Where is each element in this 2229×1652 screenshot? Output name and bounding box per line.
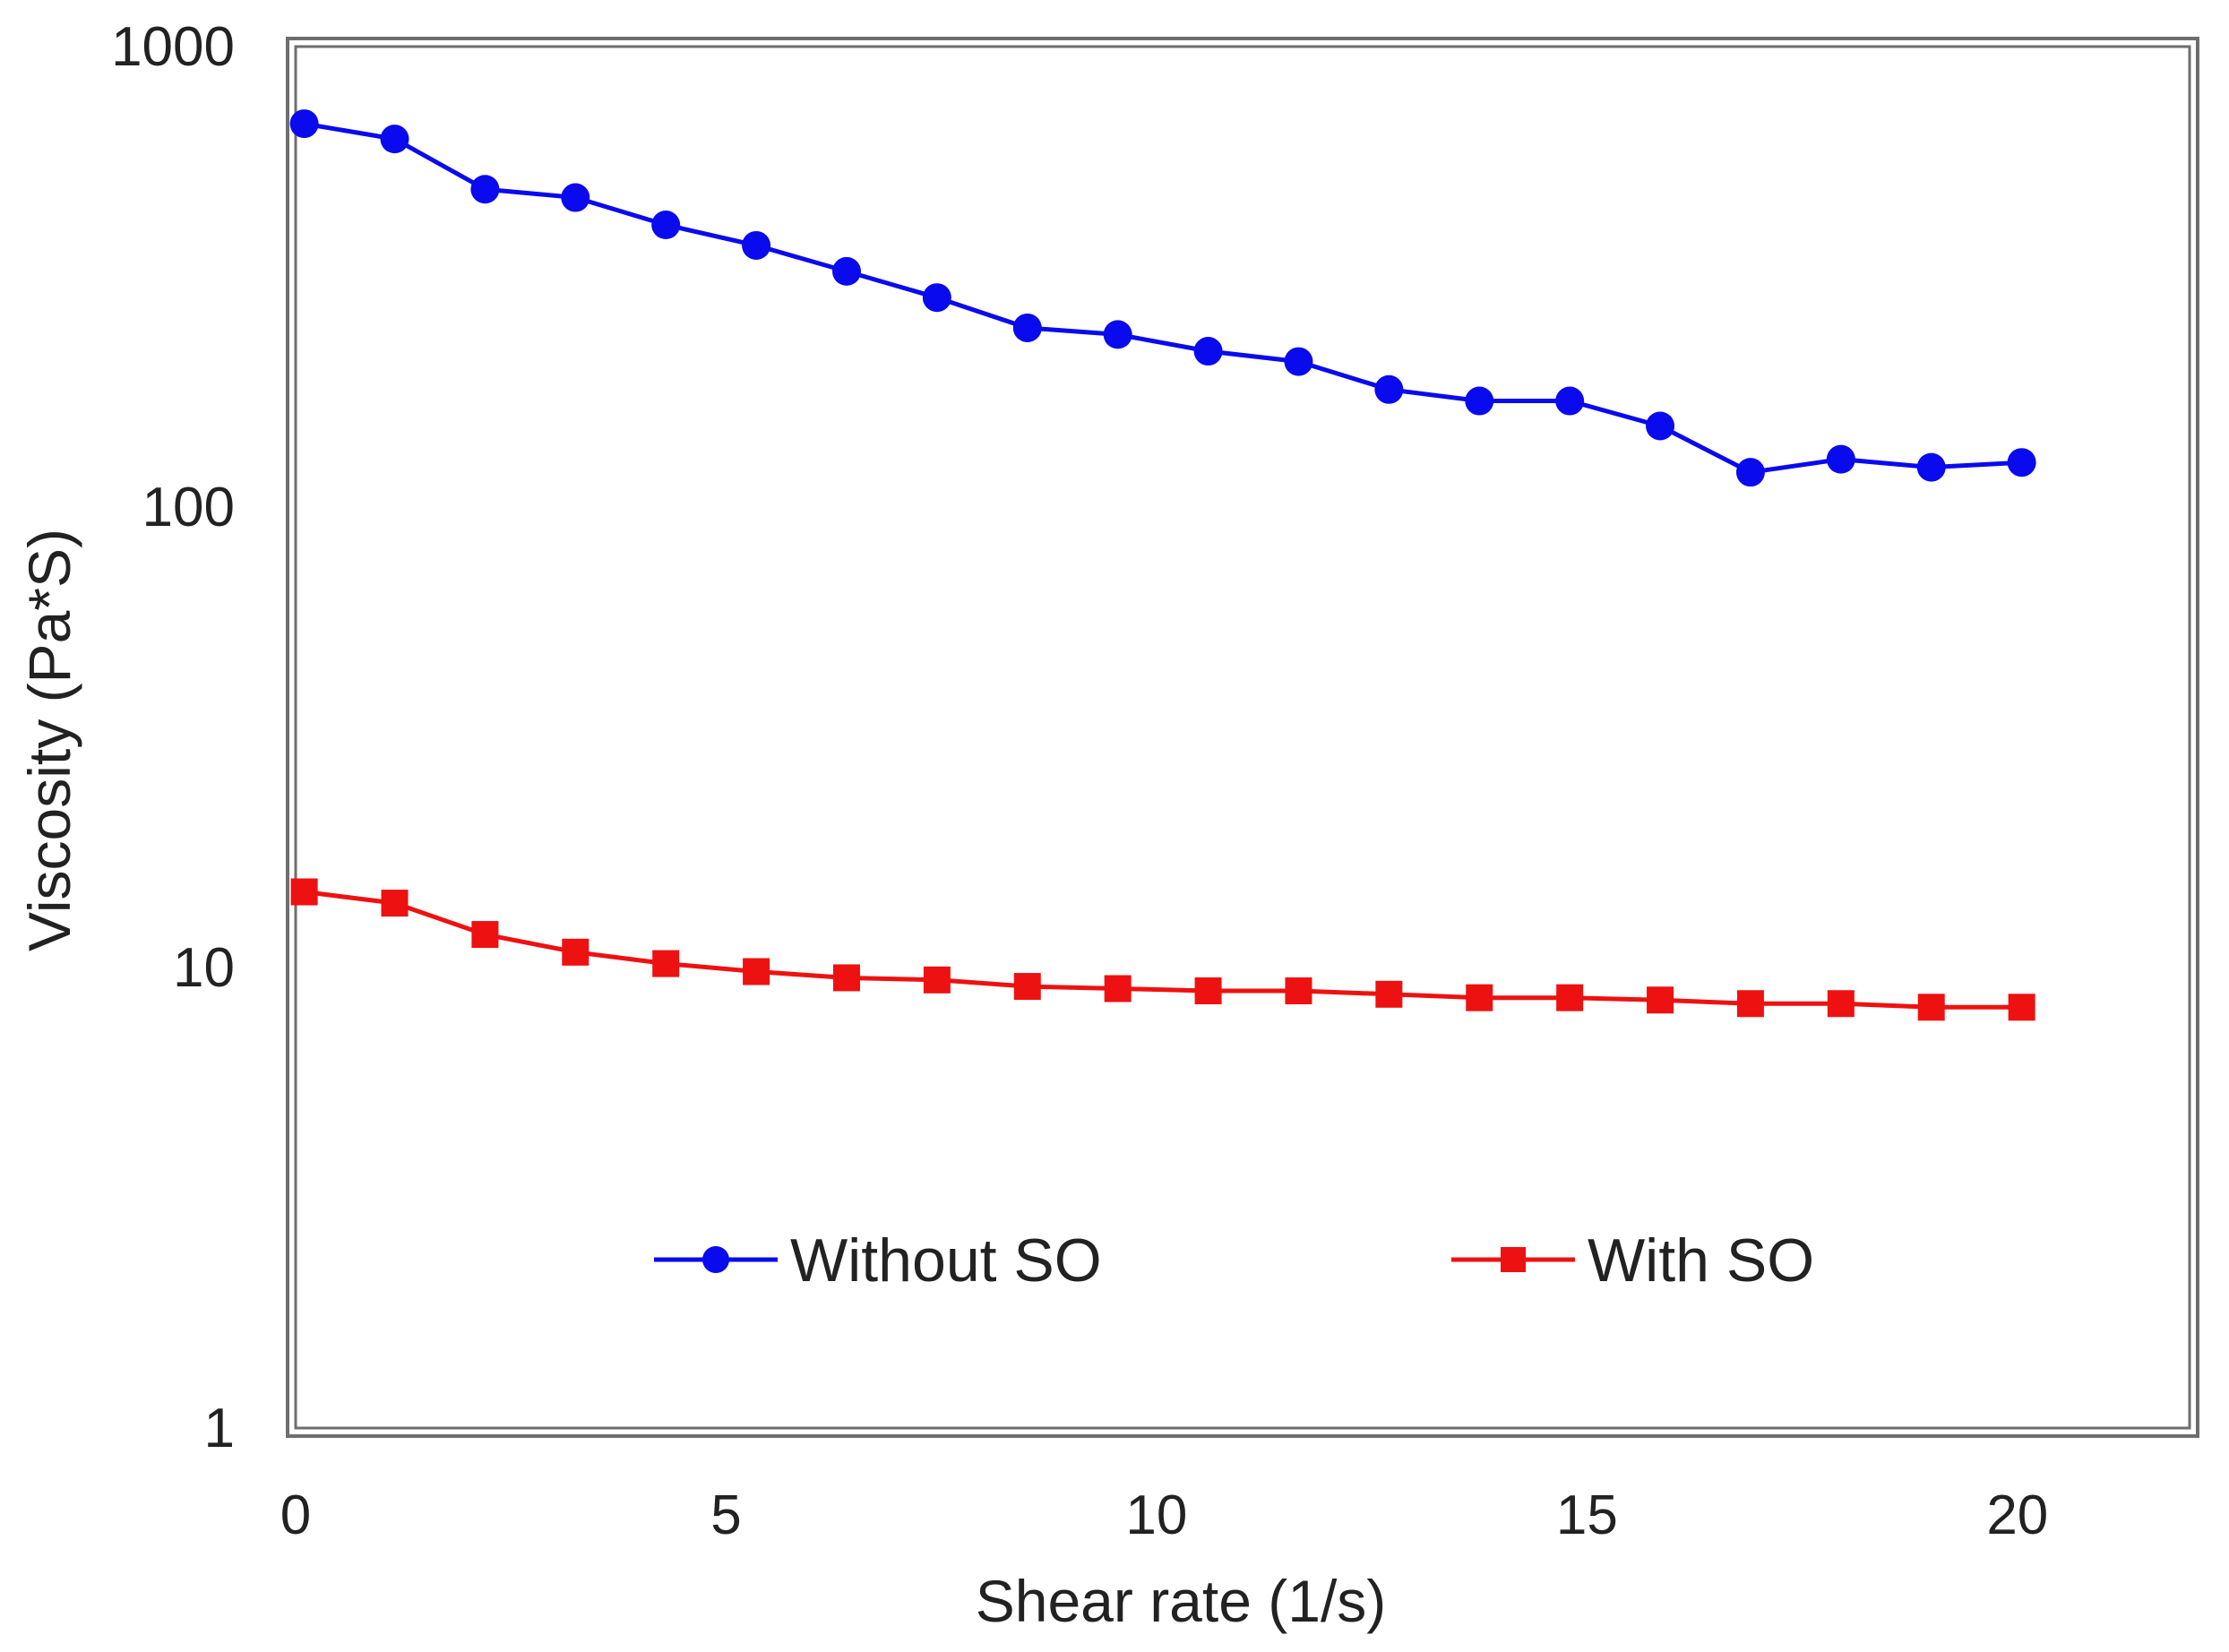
y-tick-label-10: 10 (173, 937, 235, 999)
data-point-without-so-12 (1374, 374, 1404, 404)
data-point-without-so-18 (1916, 452, 1946, 482)
data-point-with-so-4 (652, 950, 680, 977)
x-tick-label-10: 10 (1125, 1484, 1187, 1546)
data-point-with-so-6 (832, 964, 860, 992)
series-line-without-so (304, 121, 2022, 475)
x-axis-ticks: 0 5 10 15 20 (280, 1484, 2049, 1546)
data-point-without-so-3 (561, 183, 590, 212)
data-point-with-so-16 (1736, 990, 1764, 1018)
legend: Without SO With SO (654, 1226, 1814, 1295)
legend-marker-with-so (1501, 1247, 1526, 1272)
data-point-without-so-13 (1465, 386, 1494, 416)
data-point-with-so-0 (290, 878, 318, 906)
series-line-with-so (304, 890, 2022, 1010)
data-point-with-so-7 (923, 966, 951, 994)
data-point-with-so-3 (562, 938, 590, 966)
data-point-with-so-1 (381, 890, 409, 917)
data-point-without-so-14 (1555, 386, 1585, 416)
data-point-without-so-2 (470, 175, 500, 204)
data-point-without-so-11 (1284, 347, 1313, 376)
y-tick-label-1000: 1000 (111, 16, 235, 78)
series-layer (289, 109, 2036, 1021)
x-tick-label-15: 15 (1556, 1484, 1618, 1546)
data-point-with-so-8 (1013, 973, 1041, 1001)
data-point-without-so-15 (1646, 411, 1675, 441)
data-point-with-so-14 (1556, 984, 1584, 1011)
plot-area-inner-frame (294, 45, 2191, 1430)
data-point-without-so-19 (2007, 448, 2036, 478)
legend-label-without-so: Without SO (790, 1226, 1102, 1295)
plot-area-outer-frame (286, 37, 2199, 1438)
x-tick-label-20: 20 (1986, 1484, 2048, 1546)
data-point-with-so-9 (1104, 975, 1132, 1002)
data-point-without-so-5 (742, 230, 771, 260)
y-tick-label-100: 100 (142, 477, 235, 538)
data-point-with-so-12 (1375, 980, 1403, 1008)
data-point-without-so-4 (651, 211, 681, 240)
y-axis-ticks: 1 10 100 1000 (111, 16, 235, 1459)
legend-marker-without-so (702, 1246, 729, 1273)
legend-label-with-so: With SO (1588, 1226, 1814, 1295)
data-point-without-so-17 (1826, 444, 1855, 474)
data-point-without-so-16 (1735, 458, 1765, 487)
y-tick-label-1: 1 (204, 1398, 235, 1459)
data-point-with-so-5 (743, 958, 770, 985)
x-tick-label-5: 5 (710, 1484, 741, 1546)
data-point-with-so-18 (1917, 994, 1945, 1021)
data-point-with-so-13 (1466, 984, 1493, 1011)
x-axis-label: Shear rate (1/s) (976, 1568, 1387, 1634)
data-point-without-so-6 (831, 256, 861, 286)
data-point-with-so-15 (1647, 986, 1674, 1014)
data-point-with-so-17 (1827, 990, 1855, 1018)
data-point-without-so-1 (380, 125, 409, 154)
data-point-without-so-7 (922, 283, 951, 313)
x-tick-label-0: 0 (280, 1484, 311, 1546)
data-point-without-so-8 (1012, 313, 1042, 342)
data-point-without-so-10 (1193, 337, 1223, 366)
data-point-with-so-10 (1194, 977, 1222, 1005)
data-point-with-so-19 (2008, 994, 2035, 1021)
data-point-with-so-11 (1285, 977, 1312, 1005)
data-point-without-so-0 (289, 109, 319, 139)
data-point-with-so-2 (471, 921, 499, 949)
y-axis-label: Viscosity (Pa*S) (16, 529, 82, 951)
data-point-without-so-9 (1103, 320, 1132, 349)
